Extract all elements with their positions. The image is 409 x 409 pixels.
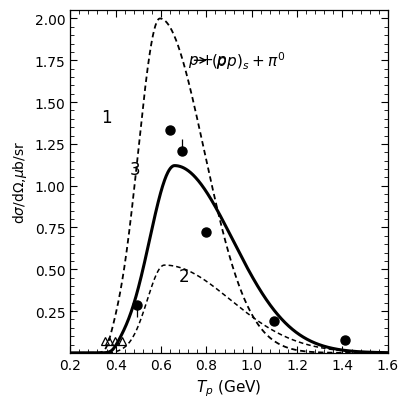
Text: 3: 3 — [129, 161, 140, 179]
Text: $p+p$: $p+p$ — [188, 53, 227, 70]
X-axis label: $T_p$ (GeV): $T_p$ (GeV) — [196, 378, 261, 398]
Text: 2: 2 — [178, 267, 189, 285]
Text: 1: 1 — [101, 109, 112, 127]
Text: $(pp)_s+\pi^0$: $(pp)_s+\pi^0$ — [210, 50, 284, 72]
Y-axis label: d$\sigma$/d$\Omega$,$\mu$b/sr: d$\sigma$/d$\Omega$,$\mu$b/sr — [11, 140, 29, 224]
